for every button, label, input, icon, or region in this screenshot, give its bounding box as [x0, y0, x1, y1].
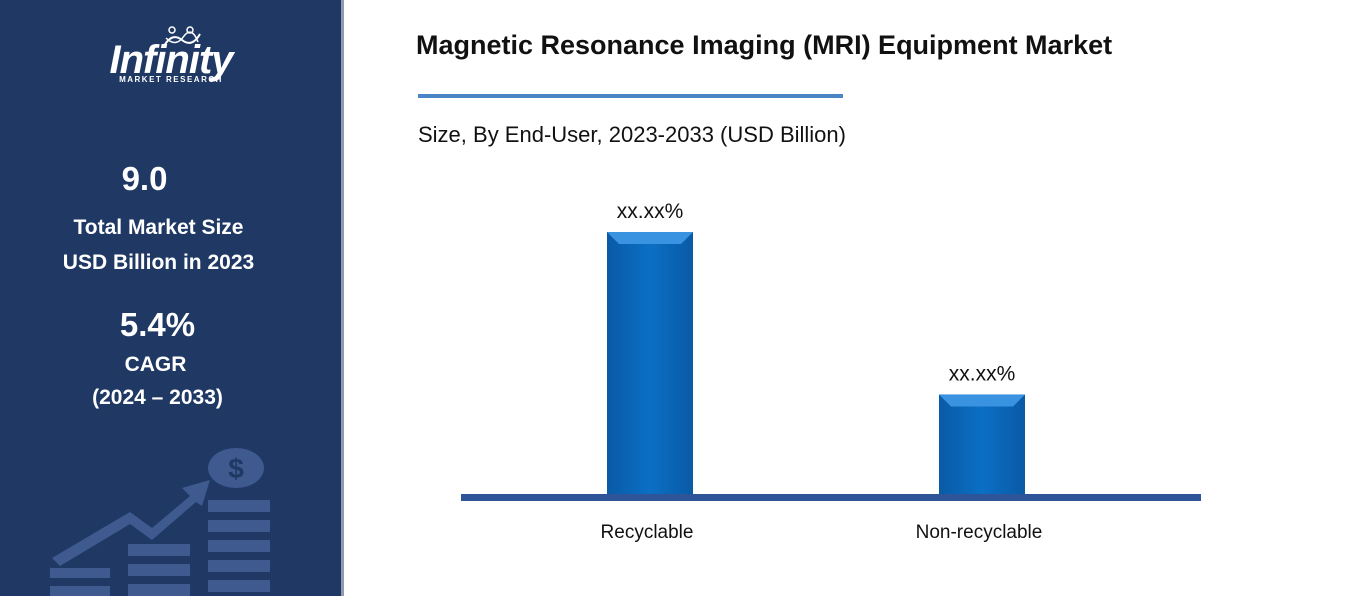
- market-size-unit-label: USD Billion in 2023: [62, 251, 255, 274]
- bar-recyclable: [607, 232, 693, 494]
- logo-tagline: MARKET RESEARCH: [119, 75, 223, 84]
- cagr-label: CAGR: [124, 353, 187, 376]
- chart-title: Magnetic Resonance Imaging (MRI) Equipme…: [416, 30, 1113, 60]
- sidebar-divider: [341, 0, 344, 596]
- bar-bevel: [939, 394, 1025, 407]
- market-size-value: 9.0: [121, 160, 168, 197]
- bar-data-label: xx.xx%: [617, 200, 684, 223]
- title-underline: [418, 94, 843, 98]
- x-axis-line: [461, 494, 1201, 501]
- logo-figures-icon: [163, 26, 201, 47]
- brand-logo: Infinity MARKET RESEARCH: [96, 26, 246, 96]
- svg-text:$: $: [228, 453, 244, 484]
- bar-bevel: [607, 232, 693, 244]
- cagr-value: 5.4%: [119, 306, 196, 343]
- bar-data-label: xx.xx%: [949, 362, 1016, 385]
- x-tick-label: Non-recyclable: [916, 522, 1043, 543]
- logo-wordmark: Infinity: [109, 38, 233, 82]
- cagr-period-label: (2024 – 2033): [92, 386, 223, 409]
- bar-non-recyclable: [939, 394, 1025, 494]
- market-size-label: Total Market Size: [73, 216, 244, 239]
- chart-subtitle: Size, By End-User, 2023-2033 (USD Billio…: [418, 122, 846, 147]
- dollar-growth-icon: $: [50, 448, 270, 596]
- x-tick-label: Recyclable: [601, 522, 694, 543]
- sidebar-panel: Infinity MARKET RESEARCH 9.0 Total Marke…: [0, 0, 341, 596]
